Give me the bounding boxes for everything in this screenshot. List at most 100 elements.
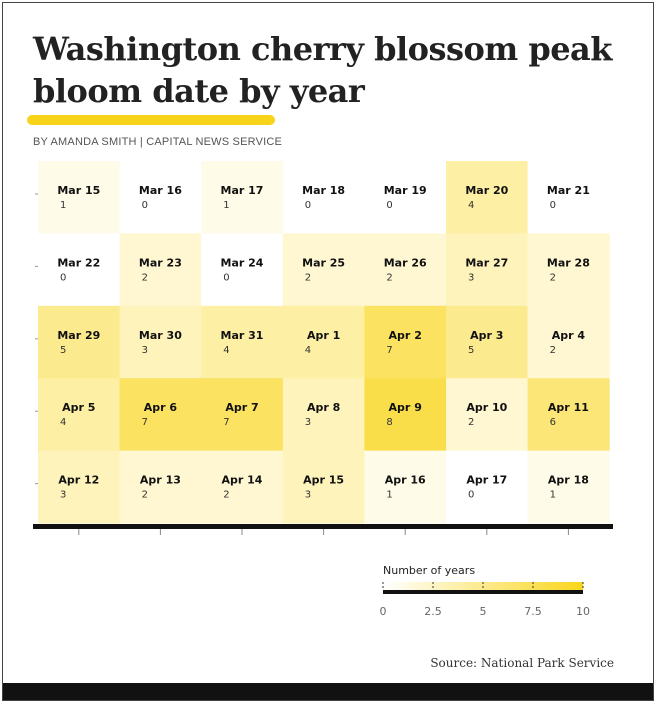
- heatmap-cell-apr-11: [527, 378, 610, 452]
- cell-value-label: 2: [223, 490, 229, 501]
- heatmap-cell-apr-5: [38, 378, 121, 452]
- cell-date-label: Apr 17: [466, 474, 507, 487]
- cell-value-label: 2: [550, 345, 556, 356]
- cell-date-label: Apr 13: [140, 474, 181, 487]
- cell-date-label: Mar 15: [57, 184, 100, 197]
- cell-date-label: Apr 8: [307, 401, 340, 414]
- cell-value-label: 4: [223, 345, 229, 356]
- heatmap-cell-mar-24: [201, 233, 284, 307]
- heatmap-cell-mar-15: [38, 161, 121, 234]
- cell-value-label: 3: [60, 490, 66, 501]
- cell-value-label: 4: [468, 200, 474, 211]
- cell-date-label: Mar 16: [139, 184, 182, 197]
- heatmap-cell-mar-26: [364, 233, 447, 307]
- cell-value-label: 8: [386, 417, 392, 428]
- cell-value-label: 1: [60, 200, 66, 211]
- heatmap-cell-mar-27: [446, 233, 529, 307]
- cell-value-label: 5: [60, 345, 66, 356]
- cell-value-label: 0: [550, 200, 556, 211]
- heatmap-cell-apr-15: [282, 450, 365, 524]
- cell-date-label: Apr 7: [225, 401, 258, 414]
- cell-value-label: 7: [142, 417, 148, 428]
- heatmap-cell-mar-22: [38, 233, 121, 307]
- cell-date-label: Mar 25: [302, 256, 345, 269]
- cell-date-label: Mar 28: [547, 256, 590, 269]
- cell-value-label: 0: [386, 200, 392, 211]
- heatmap-cell-apr-3: [446, 305, 529, 379]
- cell-date-label: Apr 6: [144, 401, 178, 414]
- heatmap-cell-apr-10: [446, 378, 529, 452]
- cell-value-label: 2: [468, 417, 474, 428]
- cell-value-label: 1: [386, 490, 392, 501]
- cell-date-label: Apr 2: [389, 329, 422, 342]
- heatmap-cell-mar-18: [282, 161, 365, 234]
- byline: BY AMANDA SMITH | CAPITAL NEWS SERVICE: [33, 136, 283, 148]
- heatmap-cell-apr-16: [364, 450, 447, 524]
- legend-title: Number of years: [383, 564, 476, 577]
- cell-date-label: Mar 26: [384, 256, 427, 269]
- cell-value-label: 1: [223, 200, 229, 211]
- cell-date-label: Apr 15: [303, 474, 344, 487]
- cell-date-label: Mar 22: [57, 256, 100, 269]
- cell-value-label: 7: [223, 417, 229, 428]
- cell-date-label: Mar 17: [221, 184, 264, 197]
- cell-value-label: 3: [468, 272, 474, 283]
- chart-title: Washington cherry blossom peak bloom dat…: [33, 30, 612, 110]
- cell-date-label: Mar 29: [57, 329, 100, 342]
- heatmap-cell-apr-4: [527, 305, 610, 379]
- cell-value-label: 0: [468, 490, 474, 501]
- heatmap-cell-apr-9: [364, 378, 447, 452]
- cell-date-label: Apr 9: [389, 401, 422, 414]
- cell-value-label: 2: [550, 272, 556, 283]
- cell-value-label: 0: [223, 272, 229, 283]
- heatmap-cell-mar-19: [364, 161, 447, 234]
- heatmap-chart: Mar 15 1 Mar 16 0 Mar 17 1 Mar 18 0 Mar 19 0 Mar 2…: [33, 161, 613, 535]
- cell-value-label: 2: [142, 490, 148, 501]
- heatmap-cell-apr-8: [282, 378, 365, 452]
- heatmap-cell-mar-23: [119, 233, 202, 307]
- heatmap-cell-apr-12: [38, 450, 121, 524]
- footer-bar: [3, 683, 653, 700]
- heatmap-cell-apr-13: [119, 450, 202, 524]
- cell-value-label: 3: [142, 345, 148, 356]
- cell-value-label: 0: [305, 200, 311, 211]
- cell-date-label: Apr 16: [385, 474, 426, 487]
- cell-date-label: Apr 3: [470, 329, 503, 342]
- cell-date-label: Mar 19: [384, 184, 427, 197]
- heatmap-cell-apr-14: [201, 450, 284, 524]
- cell-value-label: 5: [468, 345, 474, 356]
- cell-date-label: Apr 4: [552, 329, 586, 342]
- cell-date-label: Apr 11: [548, 401, 589, 414]
- source-note: Source: National Park Service: [430, 656, 614, 670]
- cell-value-label: 7: [386, 345, 392, 356]
- cell-date-label: Mar 24: [221, 256, 264, 269]
- title-accent-bar: [27, 115, 275, 125]
- heatmap-cell-mar-25: [282, 233, 365, 307]
- heatmap-cell-apr-1: [282, 305, 365, 379]
- x-axis-line: [33, 524, 613, 529]
- heatmap-cell-mar-16: [119, 161, 202, 234]
- cell-value-label: 2: [386, 272, 392, 283]
- cell-date-label: Mar 21: [547, 184, 590, 197]
- heatmap-cell-apr-6: [119, 378, 202, 452]
- cell-date-label: Mar 20: [465, 184, 508, 197]
- cell-value-label: 1: [550, 490, 556, 501]
- heatmap-cell-apr-2: [364, 305, 447, 379]
- cell-value-label: 0: [60, 272, 66, 283]
- cell-date-label: Mar 27: [465, 256, 508, 269]
- cell-date-label: Apr 18: [548, 474, 589, 487]
- heatmap-cell-mar-29: [38, 305, 121, 379]
- cell-date-label: Apr 5: [62, 401, 95, 414]
- cell-value-label: 3: [305, 490, 311, 501]
- cell-date-label: Mar 31: [221, 329, 264, 342]
- cell-value-label: 0: [142, 200, 148, 211]
- heatmap-cell-mar-21: [527, 161, 610, 234]
- heatmap-cell-mar-20: [446, 161, 529, 234]
- cell-value-label: 3: [305, 417, 311, 428]
- cell-date-label: Mar 23: [139, 256, 182, 269]
- cell-date-label: Mar 30: [139, 329, 182, 342]
- heatmap-cell-mar-30: [119, 305, 202, 379]
- cell-date-label: Apr 12: [58, 474, 99, 487]
- cell-value-label: 2: [305, 272, 311, 283]
- heatmap-cell-apr-7: [201, 378, 284, 452]
